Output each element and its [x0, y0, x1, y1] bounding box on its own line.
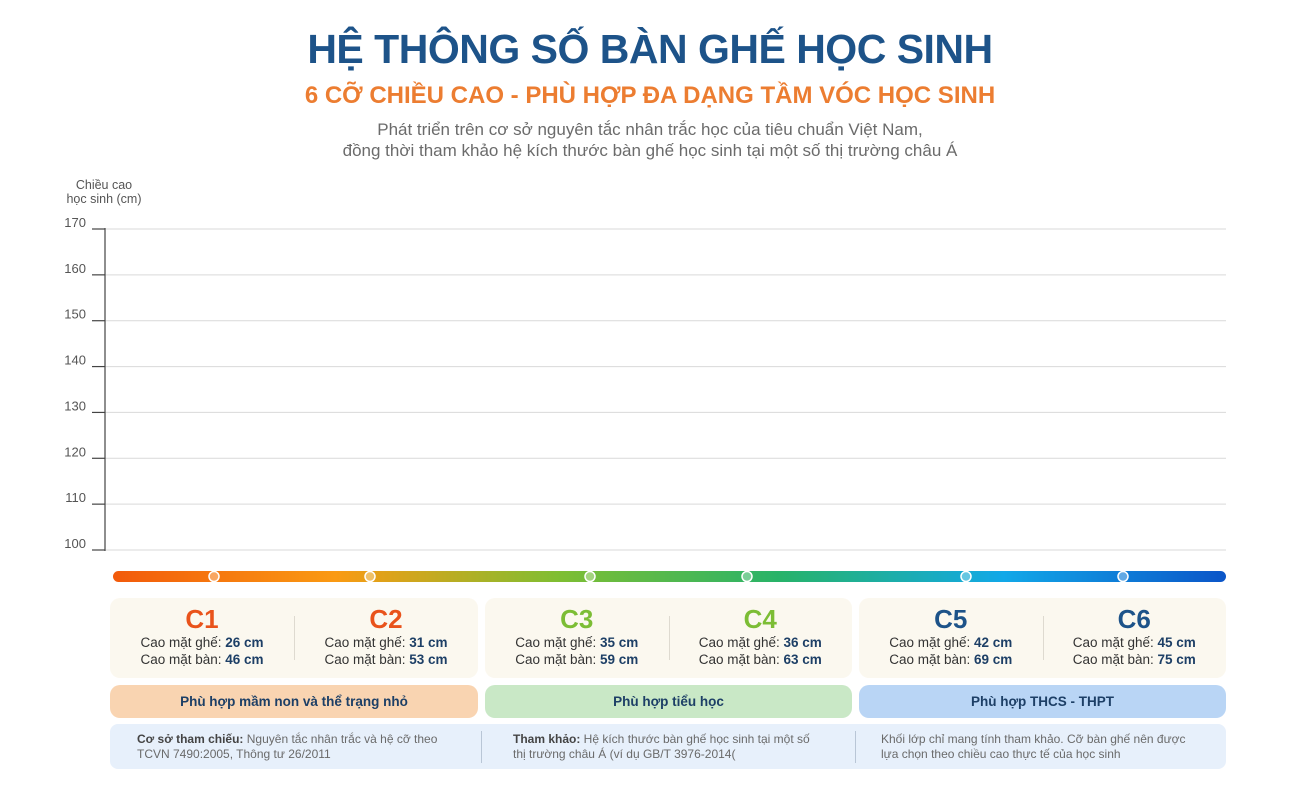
seat-height-value: 36 cm: [783, 635, 822, 650]
size-code: C1: [185, 604, 219, 634]
y-tick-label: 140: [64, 353, 86, 368]
size-card-c6: C6 Cao mặt ghế: 45 cm Cao mặt bàn: 75 cm: [1043, 598, 1227, 678]
seat-height-value: 35 cm: [600, 635, 639, 650]
card-divider: [1042, 616, 1044, 660]
description-line: đồng thời tham khảo hệ kích thước bàn gh…: [342, 141, 958, 160]
size-markers: [208, 570, 1129, 583]
desk-height-value: 53 cm: [409, 652, 448, 667]
y-tick-label: 150: [64, 307, 86, 322]
note-heading: Cơ sở tham chiếu:: [137, 732, 244, 746]
size-code: C4: [743, 604, 777, 634]
desk-height: Cao mặt bàn: 59 cm: [485, 651, 669, 668]
seat-height-label: Cao mặt ghế:: [140, 635, 226, 650]
note-text-line2: lựa chọn theo chiều cao thực tế của học …: [881, 747, 1121, 761]
size-marker-c3: [584, 570, 596, 583]
seat-height-value: 45 cm: [1157, 635, 1196, 650]
size-group-c3-c4: C3 Cao mặt ghế: 35 cm Cao mặt bàn: 59 cm…: [485, 598, 852, 678]
seat-height-label: Cao mặt ghế:: [1072, 635, 1158, 650]
note-text-line2: TCVN 7490:2005, Thông tư 26/2011: [137, 747, 331, 761]
y-tick-label: 160: [64, 261, 86, 276]
size-marker-c2: [364, 570, 376, 583]
page-subtitle: 6 CỠ CHIỀU CAO - PHÙ HỢP ĐA DẠNG TẦM VÓC…: [304, 82, 996, 109]
y-tick-label: 100: [64, 536, 86, 551]
size-card-c5: C5 Cao mặt ghế: 42 cm Cao mặt bàn: 69 cm: [859, 598, 1043, 678]
desk-height: Cao mặt bàn: 53 cm: [294, 651, 478, 668]
size-group-c5-c6: C5 Cao mặt ghế: 42 cm Cao mặt bàn: 69 cm…: [859, 598, 1226, 678]
band-primary: Phù hợp tiểu học: [485, 685, 852, 718]
size-card-c1: C1 Cao mặt ghế: 26 cm Cao mặt bàn: 46 cm: [110, 598, 294, 678]
page-title: HỆ THÔNG SỐ BÀN GHẾ HỌC SINH: [307, 26, 993, 72]
size-card-c2: C2 Cao mặt ghế: 31 cm Cao mặt bàn: 53 cm: [294, 598, 478, 678]
seat-height: Cao mặt ghế: 26 cm: [110, 634, 294, 651]
note-heading: Tham khảo:: [513, 732, 581, 746]
seat-height: Cao mặt ghế: 42 cm: [859, 634, 1043, 651]
desk-height-value: 59 cm: [600, 652, 639, 667]
seat-height: Cao mặt ghế: 36 cm: [669, 634, 853, 651]
seat-height-label: Cao mặt ghế:: [698, 635, 784, 650]
band-preschool: Phù hợp mầm non và thể trạng nhỏ: [110, 685, 478, 718]
y-axis-label-line: học sinh (cm): [66, 192, 142, 206]
size-marker-c4: [741, 570, 753, 583]
note-disclaimer: Khối lớp chỉ mang tính tham khảo. Cỡ bàn…: [881, 732, 1221, 762]
seat-height-label: Cao mặt ghế:: [515, 635, 600, 650]
description-line: Phát triển trên cơ sở nguyên tắc nhân tr…: [377, 120, 923, 139]
size-gradient-bar: [113, 571, 1226, 582]
seat-height-value: 26 cm: [225, 635, 264, 650]
desk-height-label: Cao mặt bàn:: [324, 652, 410, 667]
desk-height-label: Cao mặt bàn:: [889, 652, 974, 667]
y-axis-ticks: 100 110 120 130 140 150 160 170: [64, 215, 105, 551]
y-tick-label: 170: [64, 215, 86, 230]
y-tick-label: 120: [64, 444, 86, 459]
y-axis-label-line: Chiều cao: [75, 178, 133, 192]
desk-height-value: 63 cm: [783, 652, 822, 667]
desk-height: Cao mặt bàn: 63 cm: [669, 651, 853, 668]
seat-height: Cao mặt ghế: 31 cm: [294, 634, 478, 651]
desk-height-label: Cao mặt bàn:: [698, 652, 784, 667]
y-tick-label: 110: [65, 490, 86, 505]
desk-height: Cao mặt bàn: 69 cm: [859, 651, 1043, 668]
size-card-c3: C3 Cao mặt ghế: 35 cm Cao mặt bàn: 59 cm: [485, 598, 669, 678]
grid-lines: [105, 228, 1226, 551]
y-axis-label: Chiều cao học sinh (cm): [54, 178, 154, 206]
size-marker-c1: [208, 570, 220, 583]
size-code: C3: [560, 604, 594, 634]
card-divider: [294, 616, 295, 660]
size-code: C5: [934, 604, 968, 634]
notes-panel: Cơ sở tham chiếu: Nguyên tắc nhân trắc v…: [110, 724, 1226, 769]
size-group-c1-c2: C1 Cao mặt ghế: 26 cm Cao mặt bàn: 46 cm…: [110, 598, 478, 678]
size-marker-c6: [1117, 570, 1129, 583]
seat-height: Cao mặt ghế: 35 cm: [485, 634, 669, 651]
size-code: C2: [369, 604, 403, 634]
note-text-line2: thị trường châu Á (ví dụ GB/T 3976-2014(: [513, 747, 736, 761]
desk-height-value: 75 cm: [1157, 652, 1196, 667]
y-tick-label: 130: [64, 398, 86, 413]
seat-height-label: Cao mặt ghế:: [324, 635, 410, 650]
note-consult: Tham khảo: Hệ kích thước bàn ghế học sin…: [513, 732, 858, 762]
card-divider: [668, 616, 670, 660]
note-text: Khối lớp chỉ mang tính tham khảo. Cỡ bàn…: [881, 732, 1186, 746]
desk-height-label: Cao mặt bàn:: [515, 652, 600, 667]
note-text: Nguyên tắc nhân trắc và hệ cỡ theo: [243, 732, 438, 746]
band-secondary: Phù hợp THCS - THPT: [859, 685, 1226, 718]
height-chart: 100 110 120 130 140 150 160 170: [64, 215, 1226, 583]
size-code: C6: [1117, 604, 1151, 634]
seat-height-value: 42 cm: [974, 635, 1013, 650]
desk-height-value: 46 cm: [225, 652, 264, 667]
page-description: Phát triển trên cơ sở nguyên tắc nhân tr…: [0, 119, 1300, 161]
note-text: Hệ kích thước bàn ghế học sinh tại một s…: [580, 732, 810, 746]
seat-height-value: 31 cm: [409, 635, 448, 650]
desk-height-label: Cao mặt bàn:: [140, 652, 226, 667]
size-card-c4: C4 Cao mặt ghế: 36 cm Cao mặt bàn: 63 cm: [669, 598, 853, 678]
note-reference: Cơ sở tham chiếu: Nguyên tắc nhân trắc v…: [137, 732, 482, 762]
note-divider: [855, 731, 856, 763]
note-divider: [481, 731, 482, 763]
seat-height: Cao mặt ghế: 45 cm: [1043, 634, 1227, 651]
desk-height: Cao mặt bàn: 75 cm: [1043, 651, 1227, 668]
seat-height-label: Cao mặt ghế:: [889, 635, 974, 650]
desk-height-value: 69 cm: [974, 652, 1013, 667]
desk-height-label: Cao mặt bàn:: [1072, 652, 1158, 667]
size-marker-c5: [960, 570, 972, 583]
desk-height: Cao mặt bàn: 46 cm: [110, 651, 294, 668]
